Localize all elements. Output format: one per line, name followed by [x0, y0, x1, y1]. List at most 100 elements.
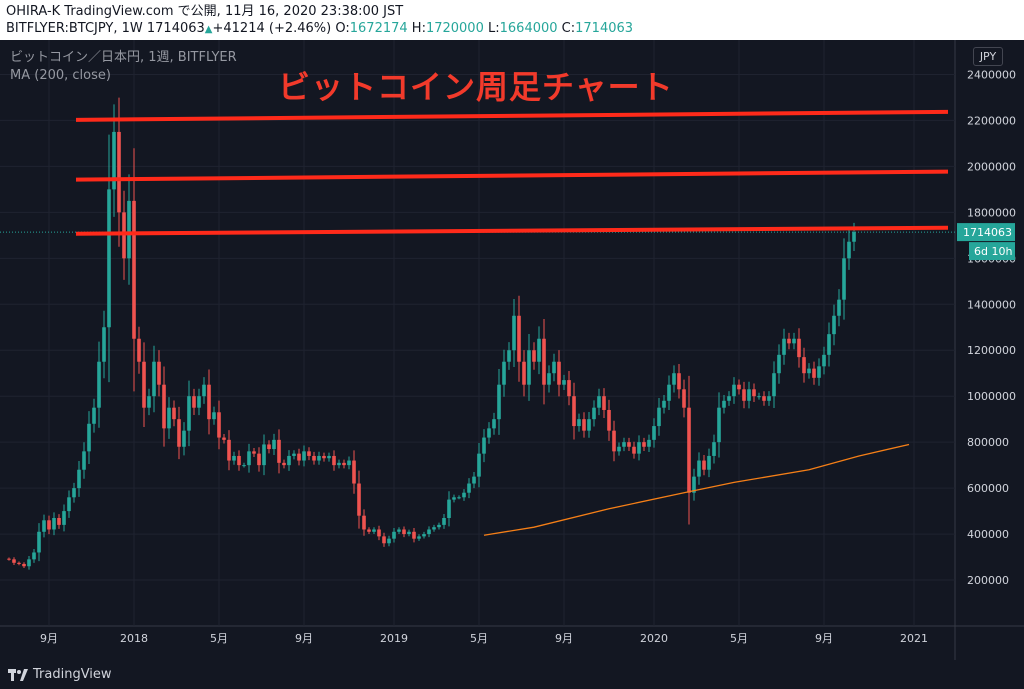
y-tick-label: 400000 [967, 528, 1009, 541]
candle-body [392, 531, 396, 539]
candle-body [327, 455, 331, 459]
candle-body [522, 361, 526, 385]
candle-body [752, 389, 756, 397]
time-axis: 9月 2018 5月 9月 2019 5月 9月 2020 5月 9月 2021 [40, 632, 928, 645]
candle-body [182, 430, 186, 447]
last-price-label: 1714063 [963, 226, 1012, 239]
candle-body [277, 439, 281, 463]
candle-body [112, 131, 116, 190]
candle-body [667, 384, 671, 401]
y-tick-label: 1000000 [967, 390, 1016, 403]
candle-body [282, 462, 286, 466]
candle-body [307, 451, 311, 456]
candle-body [422, 534, 426, 537]
candle-body [642, 442, 646, 447]
last-price-badge [957, 223, 1015, 242]
candle-body [842, 258, 846, 300]
candle-body [372, 529, 376, 532]
candle-body [272, 439, 276, 450]
ma-200-line [483, 443, 910, 536]
symbol-name: BITFLYER:BTCJPY, 1W [6, 21, 143, 36]
candle-body [367, 529, 371, 532]
candle-body [32, 552, 36, 560]
countdown-label: 6d 10h [974, 245, 1012, 258]
candle-body [617, 446, 621, 452]
candle-body [252, 451, 256, 454]
candle-body [167, 407, 171, 429]
y-tick-label: 1200000 [967, 344, 1016, 357]
candle-body [312, 455, 316, 461]
candle-body [402, 529, 406, 535]
candle-body [832, 315, 836, 335]
candle-body [627, 442, 631, 447]
tradingview-logo-icon[interactable] [8, 667, 28, 683]
candle-body [502, 361, 506, 385]
candle-body [147, 396, 151, 408]
candle-body [782, 338, 786, 355]
candle-body [837, 299, 841, 316]
horizontal-lines [75, 109, 949, 236]
candle-body [222, 437, 226, 440]
candle-body [677, 373, 681, 390]
candle-body [817, 366, 821, 378]
candlestick-chart[interactable]: 200000 400000 600000 800000 1000000 1200000 14… [0, 40, 1024, 660]
last-price: 1714063 [146, 21, 205, 36]
candle-body [812, 368, 816, 378]
footer-brand[interactable]: TradingView [33, 667, 112, 682]
candle-body [72, 488, 76, 498]
candle-body [202, 384, 206, 397]
candle-body [447, 499, 451, 518]
candle-body [562, 380, 566, 385]
candle-body [22, 563, 26, 567]
y-tick-label: 800000 [967, 436, 1009, 449]
candle-body [232, 455, 236, 461]
high-value: 1720000 [425, 21, 484, 36]
candle-body [727, 396, 731, 401]
candle-body [217, 412, 221, 438]
indicator-title[interactable]: MA (200, close) [10, 68, 111, 83]
x-tick-label: 9月 [295, 632, 313, 645]
candle-body [332, 455, 336, 466]
candle-body [337, 462, 341, 466]
candle-body [492, 419, 496, 429]
candle-body [797, 338, 801, 358]
candle-body [777, 354, 781, 374]
candle-body [407, 531, 411, 535]
candle-body [17, 562, 21, 564]
candle-body [762, 396, 766, 401]
candle-body [772, 373, 776, 397]
candle-body [472, 476, 476, 484]
candle-body [317, 455, 321, 461]
candle-body [577, 419, 581, 427]
candle-body [712, 442, 716, 456]
candle-body [357, 483, 361, 516]
chart-area[interactable]: 200000 400000 600000 800000 1000000 1200000 14… [0, 40, 1024, 660]
currency-button[interactable]: JPY [973, 47, 1003, 66]
x-tick-label: 9月 [815, 632, 833, 645]
x-tick-label: 5月 [730, 632, 748, 645]
candle-body [747, 389, 751, 401]
y-tick-label: 1800000 [967, 206, 1016, 219]
candle-body [702, 460, 706, 470]
candle-body [792, 338, 796, 344]
candle-body [172, 407, 176, 420]
candle-body [517, 315, 521, 362]
x-tick-label: 2019 [380, 632, 408, 645]
y-tick-label: 1400000 [967, 298, 1016, 311]
series-title: ビットコイン／日本円, 1週, BITFLYER [10, 50, 237, 65]
candle-body [612, 430, 616, 452]
candle-body [607, 409, 611, 431]
x-tick-label: 2021 [900, 632, 928, 645]
candle-body [152, 361, 156, 397]
candle-body [287, 455, 291, 466]
y-tick-label: 2200000 [967, 114, 1016, 127]
candle-body [117, 131, 121, 213]
candle-body [487, 428, 491, 438]
candle-body [42, 520, 46, 532]
candle-body [742, 389, 746, 401]
candle-body [207, 384, 211, 420]
close-value: 1714063 [575, 21, 634, 36]
candle-body [362, 515, 366, 530]
candle-body [352, 460, 356, 484]
ma-line-group [483, 443, 910, 536]
